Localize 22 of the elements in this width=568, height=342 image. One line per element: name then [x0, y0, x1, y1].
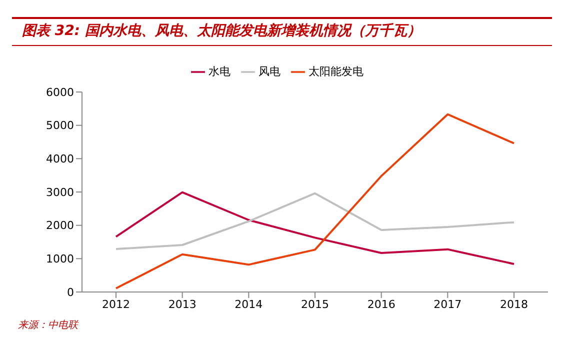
x-tick-label: 2018	[500, 298, 528, 311]
legend-label: 风电	[258, 65, 280, 78]
y-tick-label: 3000	[46, 186, 74, 199]
x-tick-label: 2013	[168, 298, 196, 311]
source-note: 来源：中电联	[18, 318, 78, 332]
y-tick-label: 4000	[46, 152, 74, 166]
legend-label: 水电	[208, 65, 230, 78]
line-series	[115, 192, 515, 250]
x-tick-label: 2016	[367, 298, 396, 311]
y-tick-label: 5000	[46, 119, 74, 132]
y-tick-label: 1000	[46, 252, 74, 266]
line-series	[115, 191, 515, 265]
chart-title: 图表 32: 国内水电、风电、太阳能发电新增装机情况（万千瓦）	[22, 22, 421, 40]
y-tick-label: 6000	[46, 86, 74, 99]
x-tick-label: 2015	[301, 298, 329, 311]
x-tick-label: 2014	[234, 298, 263, 311]
x-tick-label: 2012	[102, 298, 130, 311]
line-series	[115, 113, 515, 290]
y-tick-label: 2000	[46, 219, 74, 232]
legend-label: 太阳能发电	[308, 65, 364, 78]
y-tick-label: 0	[67, 286, 74, 299]
x-tick-label: 2017	[434, 298, 462, 311]
